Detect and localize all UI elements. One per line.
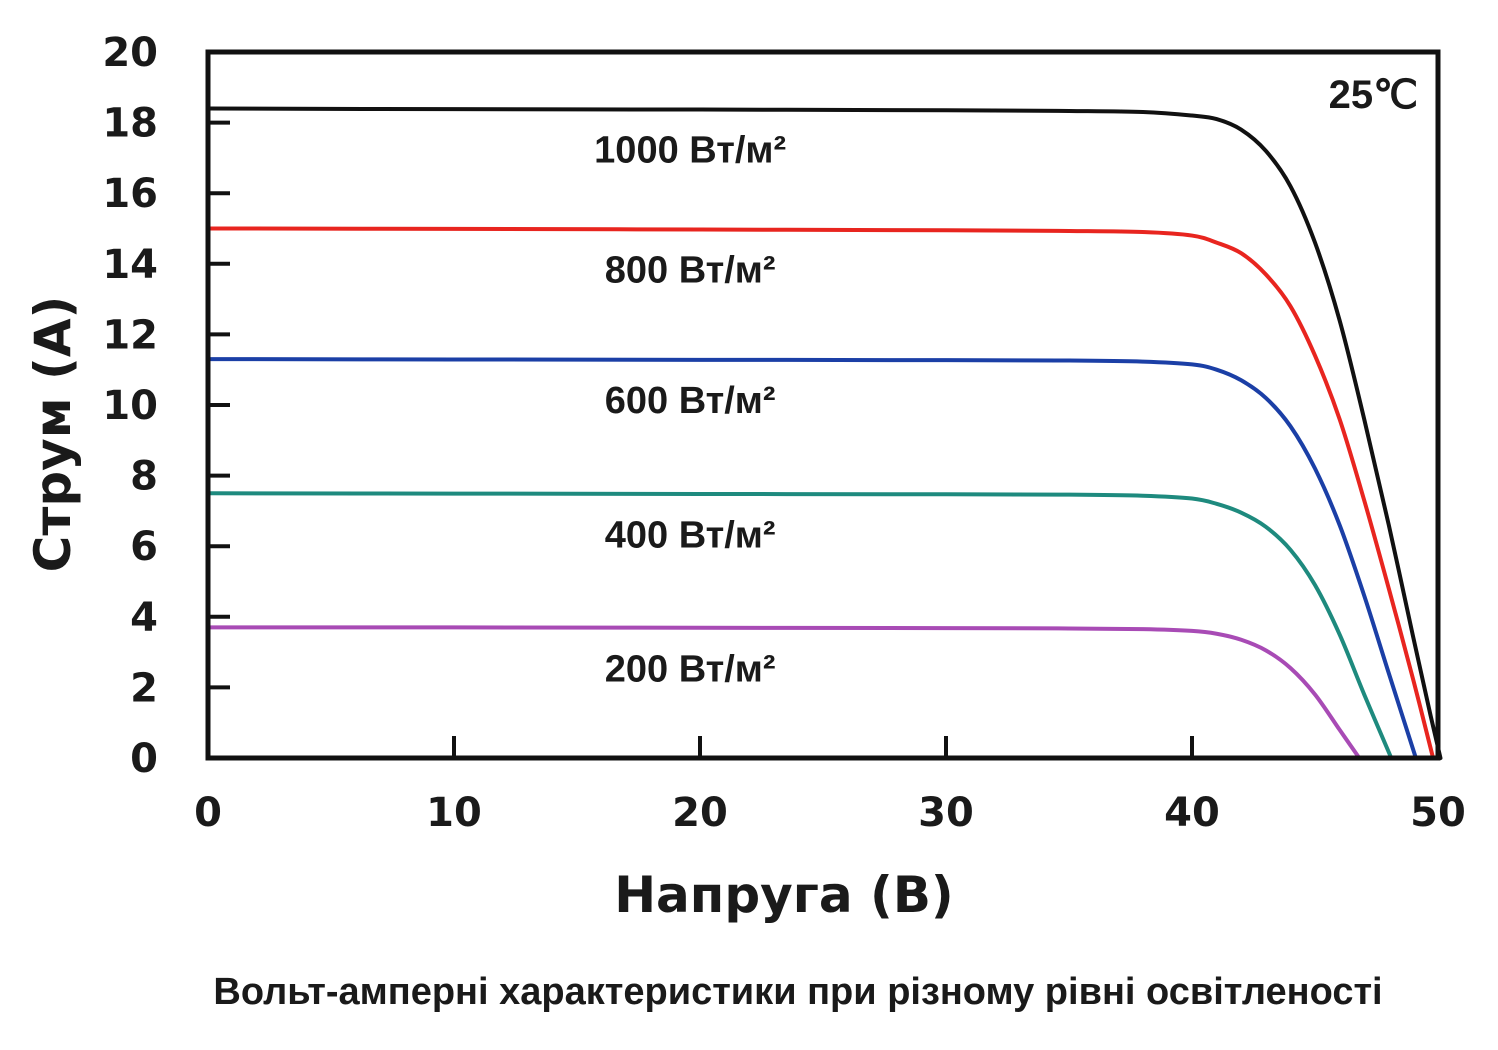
y-tick-label-14: 14	[102, 242, 158, 288]
y-tick-marks	[208, 50, 230, 760]
series-labels: 1000 Вт/м² 800 Вт/м² 600 Вт/м² 400 Вт/м² 200…	[594, 129, 786, 690]
x-tick-label-10: 10	[426, 790, 482, 836]
y-tick-label-4: 4	[130, 595, 158, 641]
x-tick-label-20: 20	[672, 790, 728, 836]
series-label-0: 1000 Вт/м²	[594, 129, 786, 171]
y-tick-label-0: 0	[130, 736, 158, 782]
plot-frame	[205, 49, 1441, 761]
y-tick-label-2: 2	[130, 665, 158, 711]
temperature-label: 25℃	[1329, 73, 1418, 117]
series-line-4	[206, 625, 1362, 760]
series-line-1	[206, 226, 1436, 760]
y-tick-labels: 0 2 4 6 8 10 12 14 16 18 20	[102, 30, 158, 782]
x-tick-label-40: 40	[1164, 790, 1220, 836]
series-lines	[206, 106, 1443, 760]
y-tick-label-10: 10	[102, 383, 158, 429]
series-label-2: 600 Вт/м²	[605, 380, 776, 422]
series-line-2	[206, 357, 1418, 760]
y-tick-label-20: 20	[102, 30, 158, 76]
x-tick-label-50: 50	[1410, 790, 1466, 836]
y-tick-label-18: 18	[102, 101, 158, 147]
x-tick-label-0: 0	[194, 790, 222, 836]
x-tick-labels: 0 10 20 30 40 50	[194, 790, 1466, 836]
x-axis-title: Напруга (В)	[614, 866, 954, 924]
y-axis-title: Струм (А)	[24, 296, 82, 573]
series-label-4: 200 Вт/м²	[605, 648, 776, 690]
chart-caption: Вольт-амперні характеристики при різному…	[213, 971, 1382, 1013]
series-line-0	[206, 106, 1443, 760]
y-tick-label-6: 6	[130, 524, 158, 570]
series-label-3: 400 Вт/м²	[605, 514, 776, 556]
y-tick-label-8: 8	[130, 454, 158, 500]
y-tick-label-12: 12	[102, 312, 158, 358]
y-tick-label-16: 16	[102, 171, 158, 217]
series-label-1: 800 Вт/м²	[605, 250, 776, 292]
x-tick-marks	[206, 736, 1440, 758]
x-tick-label-30: 30	[918, 790, 974, 836]
series-line-3	[206, 491, 1394, 760]
